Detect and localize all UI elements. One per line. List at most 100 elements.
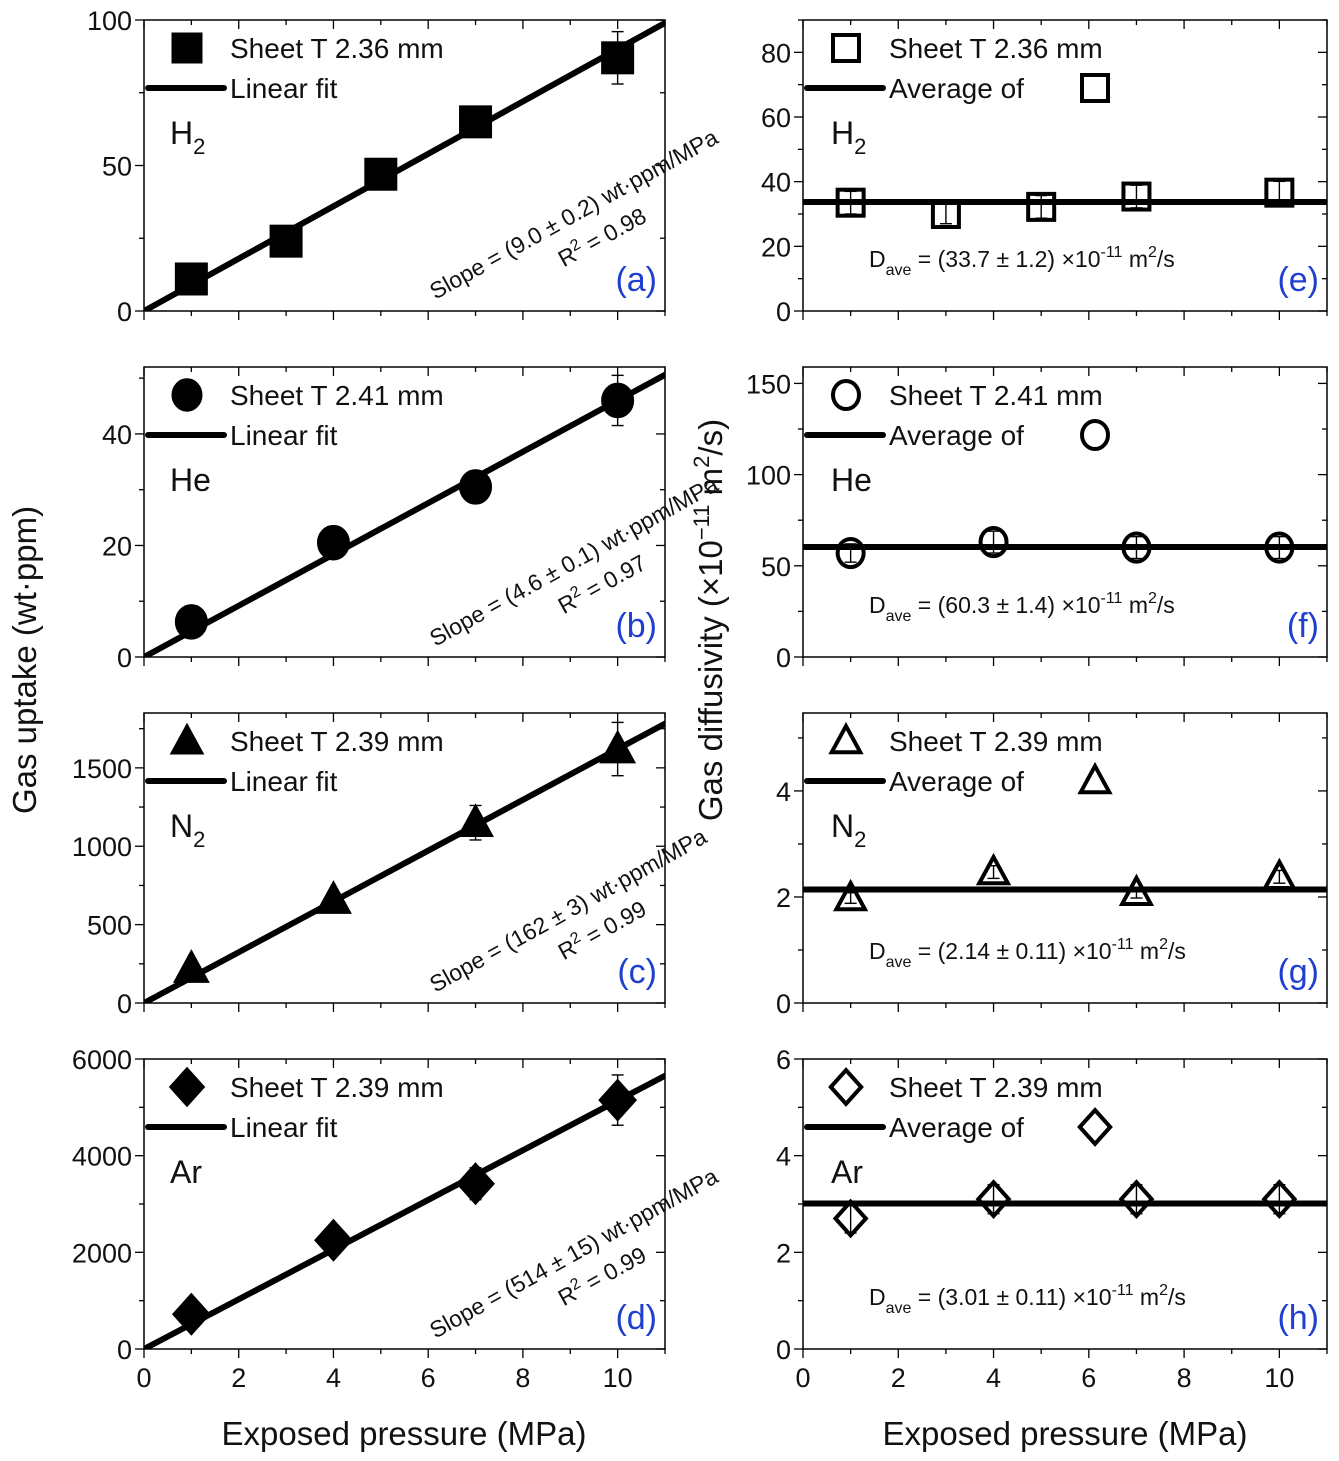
legend-line-label: Average of: [889, 1112, 1024, 1143]
fit-line: [144, 371, 665, 657]
data-point: [832, 878, 869, 912]
gas-label: H2: [170, 115, 205, 159]
data-point: [1118, 873, 1155, 906]
d-unit: m: [1134, 938, 1160, 964]
error-bar: [1035, 194, 1048, 219]
legend-line-label: Average of: [889, 420, 1024, 451]
x-axis-title-left: Exposed pressure (MPa): [222, 1415, 587, 1452]
gas-label: H2: [831, 115, 866, 159]
y-tick-label: 0: [117, 1335, 132, 1365]
y-tick-label: 500: [87, 911, 132, 941]
d-value: = (2.14 ± 0.11) ×10: [911, 938, 1111, 964]
series-group: [144, 20, 665, 311]
y-tick-label: 0: [117, 643, 132, 673]
series-group: [803, 526, 1327, 570]
d-subscript: ave: [886, 1300, 912, 1317]
panel-label: (b): [615, 607, 657, 645]
d-value: = (33.7 ± 1.2) ×10: [911, 246, 1100, 272]
gas-label: He: [831, 462, 872, 498]
y-tick-label: 4000: [72, 1142, 132, 1172]
legend-marker-icon: [169, 722, 205, 755]
d-exponent: -11: [1101, 244, 1123, 261]
data-point: [601, 41, 635, 75]
diffusivity-annotation: Dave = (2.14 ± 0.11) ×10-11 m2/s: [869, 936, 1186, 971]
gas-symbol: N: [831, 808, 854, 844]
data-point: [1264, 531, 1295, 564]
series-group: [803, 1179, 1327, 1239]
d-symbol: D: [869, 938, 886, 964]
gas-symbol: H: [831, 115, 854, 151]
d-exponent: -11: [1101, 590, 1123, 607]
gas-label: Ar: [831, 1154, 863, 1190]
data-point: [978, 526, 1009, 559]
x-tick-label: 4: [986, 1363, 1001, 1393]
y-axis-title-right-exp: −11: [689, 504, 714, 540]
d-unit: m: [1122, 592, 1148, 618]
panel-label: (a): [615, 261, 657, 299]
y-tick-label: 4: [776, 777, 791, 807]
plot-frame: [802, 712, 1328, 1004]
data-point: [314, 1218, 353, 1262]
data-point: [456, 1162, 495, 1206]
y-axis-title-right-prefix: Gas diffusivity (×10: [692, 540, 729, 821]
d-exponent: -11: [1112, 1282, 1134, 1299]
d-unit-exponent: 2: [1159, 1282, 1168, 1299]
x-tick-label: 6: [421, 1363, 436, 1393]
data-point: [601, 382, 635, 419]
error-bar: [844, 543, 857, 563]
legend-marker-icon: [168, 1066, 206, 1108]
gas-label: Ar: [170, 1154, 202, 1190]
y-axis-title-right-suffix: /s): [692, 419, 729, 456]
plot-frame: [143, 366, 666, 658]
legend-average-marker-icon: [1080, 73, 1110, 103]
plot-frame: [802, 366, 1328, 658]
y-tick-label: 150: [746, 369, 791, 399]
error-bar: [1273, 535, 1286, 560]
legend-average-marker-icon: [1080, 418, 1110, 452]
fit-line: [144, 720, 665, 1003]
legend-marker-icon: [171, 32, 203, 64]
fit-line: [144, 1072, 665, 1349]
series-group: [803, 177, 1327, 229]
panel-label: (e): [1277, 261, 1319, 299]
data-point: [174, 604, 208, 640]
x-tick-label: 2: [231, 1363, 246, 1393]
series-group: [144, 371, 665, 657]
panel-label: (c): [617, 953, 657, 991]
legend-marker-label: Sheet T 2.41 mm: [230, 380, 444, 411]
gas-label: N2: [170, 808, 205, 852]
error-bar: [1130, 535, 1143, 560]
plot-frame: [143, 712, 666, 1004]
gas-label: N2: [831, 808, 866, 852]
y-tick-label: 2: [776, 883, 791, 913]
d-subscript: ave: [886, 954, 912, 971]
data-point: [316, 524, 350, 561]
data-point: [315, 880, 352, 914]
x-tick-label: 4: [326, 1363, 341, 1393]
d-subscript: ave: [886, 262, 912, 279]
y-tick-label: 100: [746, 461, 791, 491]
y-tick-label: 40: [102, 420, 132, 450]
y-tick-label: 4: [776, 1142, 791, 1172]
gas-symbol: Ar: [170, 1154, 202, 1190]
d-symbol: D: [869, 246, 886, 272]
gas-symbol: N: [170, 808, 193, 844]
y-tick-label: 1000: [72, 832, 132, 862]
legend: Sheet T 2.41 mm Average of: [804, 378, 1110, 452]
legend: Sheet T 2.39 mm Linear fit: [145, 722, 444, 797]
data-point: [174, 262, 208, 296]
series-group: [803, 852, 1327, 912]
data-point: [975, 1179, 1012, 1220]
x-tick-label: 10: [603, 1363, 633, 1393]
y-tick-label: 2: [776, 1238, 791, 1268]
plot-frame: [802, 19, 1328, 312]
legend-average-marker-icon: [1077, 761, 1113, 795]
data-point: [598, 1078, 638, 1122]
legend-marker-label: Sheet T 2.39 mm: [889, 726, 1103, 757]
data-point: [459, 469, 493, 505]
